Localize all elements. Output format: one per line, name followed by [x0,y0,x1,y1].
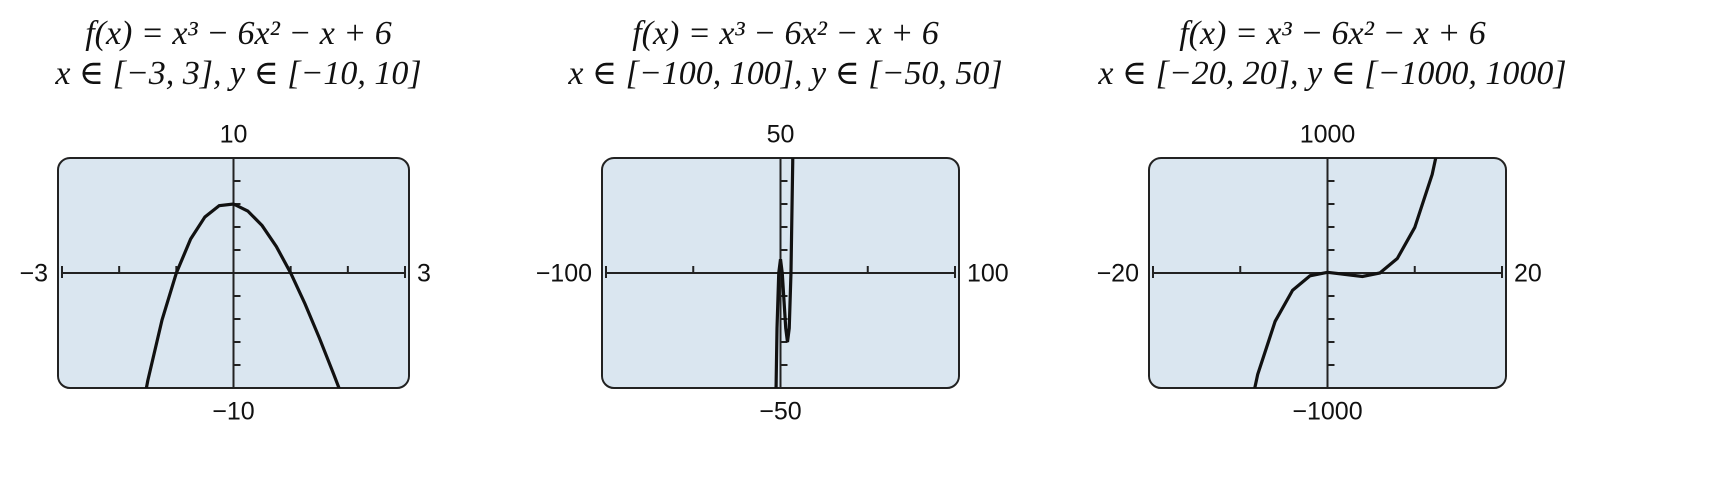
y-tick-label: −50 [759,398,801,426]
curve [774,158,795,388]
panel: f(x) = x³ − 6x² − x + 6x ∈ [−100, 100], … [536,15,1009,426]
panel: f(x) = x³ − 6x² − x + 6x ∈ [−20, 20], y … [1097,15,1567,426]
x-tick-label: −100 [536,260,592,288]
y-tick-label: −10 [212,398,254,426]
y-tick-label: 10 [220,121,248,149]
chart-subtitle: x ∈ [−20, 20], y ∈ [−1000, 1000] [1097,55,1566,92]
x-tick-label: 3 [417,260,431,288]
chart-title: f(x) = x³ − 6x² − x + 6 [85,15,392,52]
x-tick-label: −20 [1097,260,1139,288]
panel: f(x) = x³ − 6x² − x + 6x ∈ [−3, 3], y ∈ … [19,15,431,426]
y-tick-label: 50 [767,121,795,149]
chart-title: f(x) = x³ − 6x² − x + 6 [1179,15,1486,52]
x-tick-label: 20 [1514,260,1542,288]
y-tick-label: 1000 [1300,121,1356,149]
x-tick-label: 100 [967,260,1009,288]
curve [144,202,341,388]
y-tick-label: −1000 [1292,398,1362,426]
x-tick-label: −3 [19,260,48,288]
chart-subtitle: x ∈ [−100, 100], y ∈ [−50, 50] [567,55,1002,92]
curve [1253,158,1438,388]
chart-subtitle: x ∈ [−3, 3], y ∈ [−10, 10] [54,55,421,92]
chart-title: f(x) = x³ − 6x² − x + 6 [632,15,939,52]
